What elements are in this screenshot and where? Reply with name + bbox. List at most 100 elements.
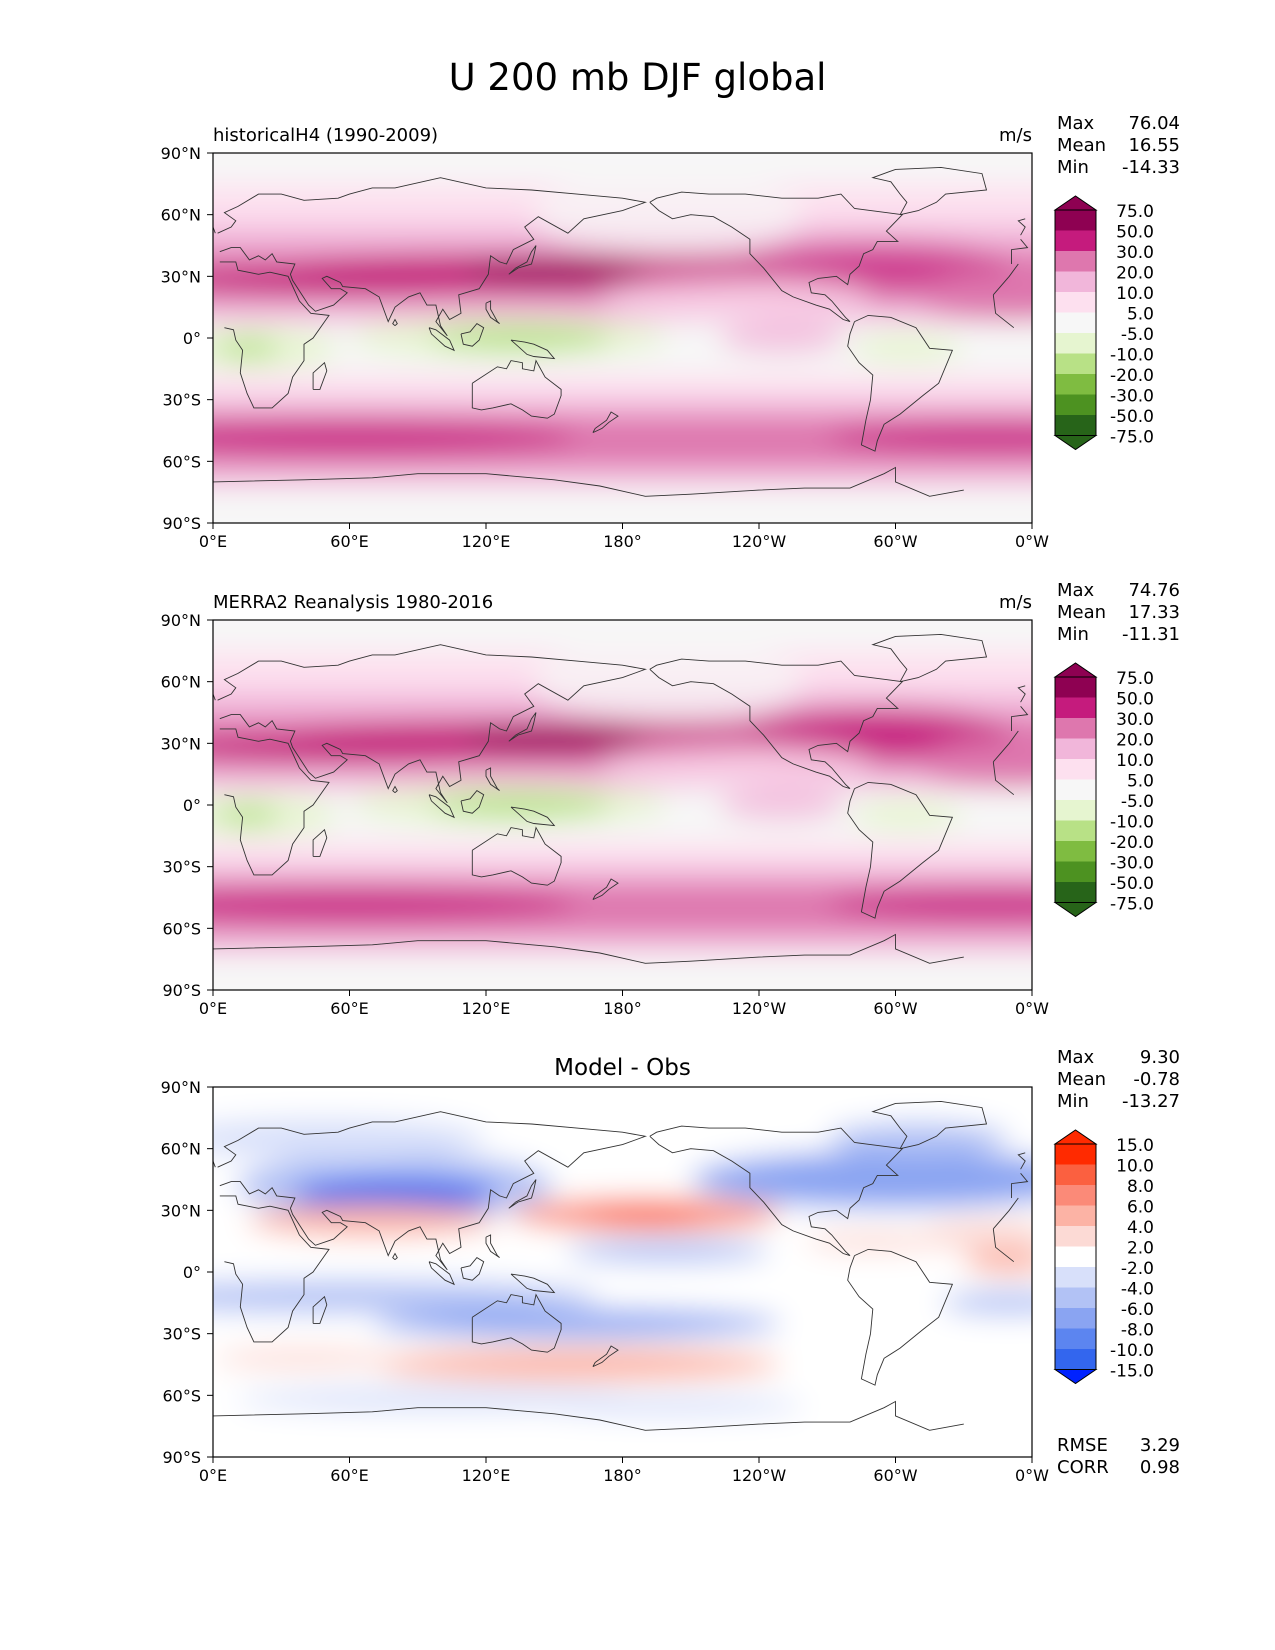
coastline: [219, 1195, 1019, 1343]
colorbar-tick-label: -20.0: [1110, 366, 1154, 386]
field-feature: [690, 1150, 1032, 1209]
x-tick-label: 120°W: [732, 532, 787, 551]
colorbar-segment: [1055, 820, 1096, 841]
field-band: [213, 842, 1032, 867]
colorbar-tick-label: 30.0: [1116, 243, 1154, 263]
stat-label-max: Max: [1057, 113, 1095, 134]
stat-label-min: Min: [1057, 624, 1089, 645]
y-tick-label: 60°S: [162, 919, 201, 938]
y-tick-label: 60°N: [161, 1140, 201, 1159]
coastline: [471, 1293, 562, 1353]
coastline: [312, 828, 328, 857]
smoothed-field: [213, 620, 1032, 990]
rmse-value: 3.29: [1140, 1435, 1180, 1456]
panel-title: Model - Obs: [554, 1055, 691, 1081]
page-title: U 200 mb DJF global: [448, 56, 827, 99]
colorbar-segment: [1055, 1226, 1096, 1247]
x-tick-label: 120°E: [462, 532, 511, 551]
field-feature: [213, 418, 577, 456]
x-tick-label: 180°: [603, 999, 642, 1018]
coastline: [510, 806, 556, 827]
field-feature: [213, 1117, 486, 1159]
x-tick-label: 0°E: [199, 999, 227, 1018]
colorbar-segment: [1055, 312, 1096, 333]
field-feature: [292, 1177, 498, 1211]
colorbar-tick-label: 4.0: [1127, 1218, 1154, 1238]
field-band: [213, 399, 1032, 417]
field-feature: [918, 272, 1032, 322]
colorbar-tick-label: 5.0: [1127, 772, 1154, 792]
colorbar-tick-label: -10.0: [1110, 346, 1154, 366]
colorbar-segment: [1055, 779, 1096, 800]
colorbar-tick-label: -75.0: [1110, 428, 1154, 448]
x-tick-label: 60°E: [330, 532, 368, 551]
colorbar-tick-label: -15.0: [1110, 1362, 1154, 1382]
colorbar-segment: [1055, 374, 1096, 395]
smoothed-field: [213, 1087, 1032, 1457]
colorbar-3: 15.010.08.06.04.02.0-2.0-4.0-6.0-8.0-10.…: [1053, 1129, 1154, 1385]
colorbar-segment: [1055, 251, 1096, 272]
colorbar-tick-label: -2.0: [1121, 1259, 1154, 1279]
colorbar-2: 75.050.030.020.010.05.0-5.0-10.0-20.0-30…: [1053, 662, 1154, 918]
colorbar-segment: [1055, 759, 1096, 780]
stat-label-min: Min: [1057, 157, 1089, 178]
x-tick-label: 180°: [603, 1466, 642, 1485]
stat-label-mean: Mean: [1057, 1069, 1106, 1090]
colorbar-segment: [1055, 292, 1096, 313]
field-feature: [918, 1218, 1032, 1252]
x-tick-label: 0°W: [1015, 1466, 1049, 1485]
map-field-2: [213, 620, 1032, 990]
map-field-3: [213, 1087, 1032, 1457]
stat-value-mean: 16.55: [1128, 135, 1180, 156]
colorbar-segment: [1055, 353, 1096, 374]
colorbar-segment: [1055, 1328, 1096, 1349]
field-feature: [736, 241, 1010, 291]
field-band: [213, 375, 1032, 400]
colorbar-segment: [1055, 1287, 1096, 1308]
colorbar-segment: [1055, 1308, 1096, 1329]
colorbar-tick-label: 20.0: [1116, 264, 1154, 284]
colorbar-tick-label: -10.0: [1110, 1341, 1154, 1361]
stat-label-mean: Mean: [1057, 602, 1106, 623]
coastline: [592, 411, 619, 434]
colorbar-tick-label: 30.0: [1116, 710, 1154, 730]
field-feature: [718, 788, 846, 822]
colorbar-segment: [1055, 1349, 1096, 1370]
coastline: [392, 1252, 398, 1261]
colorbar-segment: [1055, 271, 1096, 292]
field-feature: [850, 800, 964, 830]
stat-value-mean: -0.78: [1133, 1069, 1180, 1090]
field-feature: [213, 266, 532, 295]
colorbar-segment: [1055, 1185, 1096, 1206]
colorbar-tick-label: 10.0: [1116, 751, 1154, 771]
y-tick-label: 60°S: [162, 452, 201, 471]
colorbar-extend-max: [1053, 1129, 1098, 1145]
colorbar-segment: [1055, 1267, 1096, 1288]
y-tick-label: 90°N: [161, 611, 201, 630]
colorbar-tick-label: 20.0: [1116, 731, 1154, 751]
field-background: [213, 1087, 1032, 1457]
colorbar-1: 75.050.030.020.010.05.0-5.0-10.0-20.0-30…: [1053, 195, 1154, 451]
coastline: [460, 323, 485, 347]
coastline: [217, 1111, 1029, 1271]
coastline: [312, 1295, 328, 1324]
x-tick-label: 0°E: [199, 1466, 227, 1485]
field-band: [213, 953, 1032, 990]
field-feature: [736, 708, 1010, 758]
coastline: [510, 1273, 556, 1294]
colorbar-tick-label: 6.0: [1127, 1198, 1154, 1218]
coastline: [485, 1234, 500, 1258]
coastlines: [213, 633, 1029, 964]
colorbar-tick-label: -5.0: [1121, 325, 1154, 345]
coastline: [219, 261, 1019, 409]
panel-axes-1: 0°E 60°E 120°E 180° 120°W 60°W 0°W 90°N 60°N 30°N…: [161, 113, 1180, 551]
colorbar-tick-label: 5.0: [1127, 305, 1154, 325]
field-feature: [213, 1348, 395, 1369]
field-feature: [827, 887, 1032, 921]
x-tick-label: 120°W: [732, 1466, 787, 1485]
x-tick-label: 120°W: [732, 999, 787, 1018]
colorbar-extend-min: [1053, 435, 1098, 451]
colorbar-segment: [1055, 1205, 1096, 1226]
y-tick-label: 30°N: [161, 1201, 201, 1220]
